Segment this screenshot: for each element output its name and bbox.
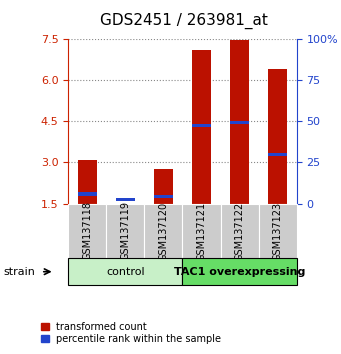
Bar: [154, 169, 173, 204]
Text: TAC1 overexpressing: TAC1 overexpressing: [174, 267, 305, 277]
Bar: [116, 198, 135, 201]
Text: GSM137119: GSM137119: [120, 201, 130, 261]
Bar: [182, 258, 297, 285]
Bar: [68, 204, 106, 258]
Bar: [221, 204, 258, 258]
Bar: [154, 195, 173, 198]
Bar: [78, 160, 97, 204]
Text: GDS2451 / 263981_at: GDS2451 / 263981_at: [100, 12, 268, 29]
Bar: [230, 121, 249, 124]
Text: GSM137118: GSM137118: [82, 201, 92, 261]
Bar: [144, 204, 182, 258]
Legend: transformed count, percentile rank within the sample: transformed count, percentile rank withi…: [39, 320, 223, 346]
Bar: [268, 69, 287, 204]
Bar: [192, 50, 211, 204]
Text: GSM137122: GSM137122: [235, 201, 244, 261]
Bar: [78, 192, 97, 196]
Text: GSM137123: GSM137123: [273, 201, 283, 261]
Bar: [258, 204, 297, 258]
Bar: [192, 124, 211, 127]
Bar: [268, 153, 287, 156]
Text: strain: strain: [3, 267, 35, 277]
Text: control: control: [106, 267, 145, 277]
Bar: [230, 40, 249, 204]
Bar: [106, 204, 144, 258]
Text: GSM137121: GSM137121: [196, 201, 206, 261]
Bar: [182, 204, 221, 258]
Text: GSM137120: GSM137120: [159, 201, 168, 261]
Bar: [68, 258, 182, 285]
